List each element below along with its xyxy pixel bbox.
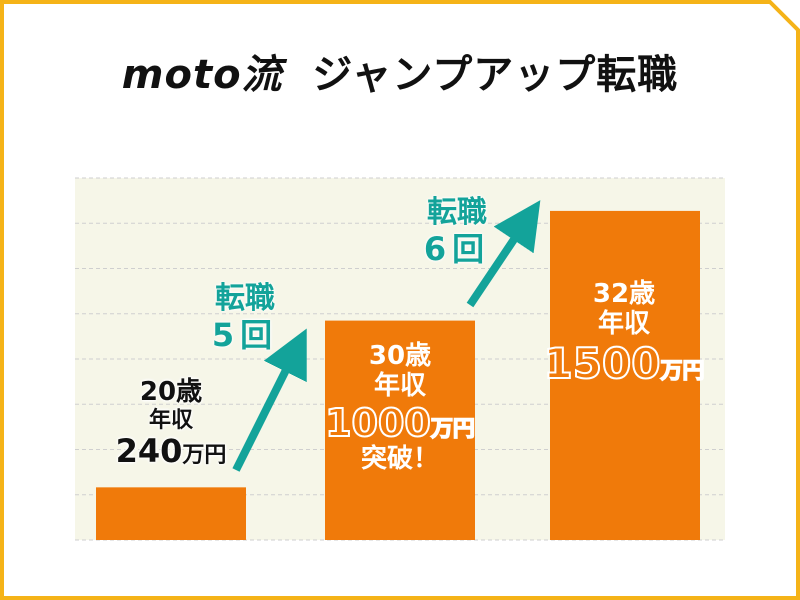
unit-label: 万円 (182, 443, 227, 469)
bar-2 (550, 210, 700, 540)
arrow-annotation-1: 転職 5回 (200, 281, 290, 354)
annotation-line1: 転職 (215, 281, 275, 316)
annotation-line2: 5回 (211, 315, 279, 354)
age-label: 32歳 (592, 279, 656, 309)
annotation-line1: 転職 (427, 195, 487, 230)
bars (96, 210, 700, 540)
caption-label: 年収 (597, 308, 650, 339)
caption-label: 年収 (148, 407, 193, 433)
amount-label: 240 (115, 432, 183, 471)
amount-label: 1500 (543, 338, 662, 388)
bar-label-32: 32歳 年収 1500万円 (524, 279, 724, 388)
arrow-30-to-32 (466, 200, 541, 308)
arrow-annotation-2: 転職 6回 (412, 195, 502, 268)
bar-label-30: 30歳 年収 1000万円 突破！ (300, 341, 500, 475)
age-label: 20歳 (139, 377, 203, 407)
unit-label: 万円 (660, 358, 706, 385)
bar-1 (325, 320, 475, 540)
growth-arrows (232, 200, 541, 472)
arrow-20-to-30 (232, 328, 307, 472)
bar-0 (96, 487, 246, 540)
title-latin: moto流 (121, 52, 283, 98)
age-label: 30歳 (368, 341, 432, 371)
annotation-line2: 6回 (423, 229, 491, 268)
amount-label: 1000 (324, 400, 432, 446)
chart-title: moto流 ジャンプアップ転職 (0, 42, 800, 100)
caption-label: 年収 (373, 370, 426, 401)
note-label: 突破！ (360, 444, 439, 475)
unit-label: 万円 (430, 416, 476, 443)
title-jp: ジャンプアップ転職 (312, 52, 679, 98)
bar-label-20: 20歳 年収 240万円 (96, 377, 246, 471)
